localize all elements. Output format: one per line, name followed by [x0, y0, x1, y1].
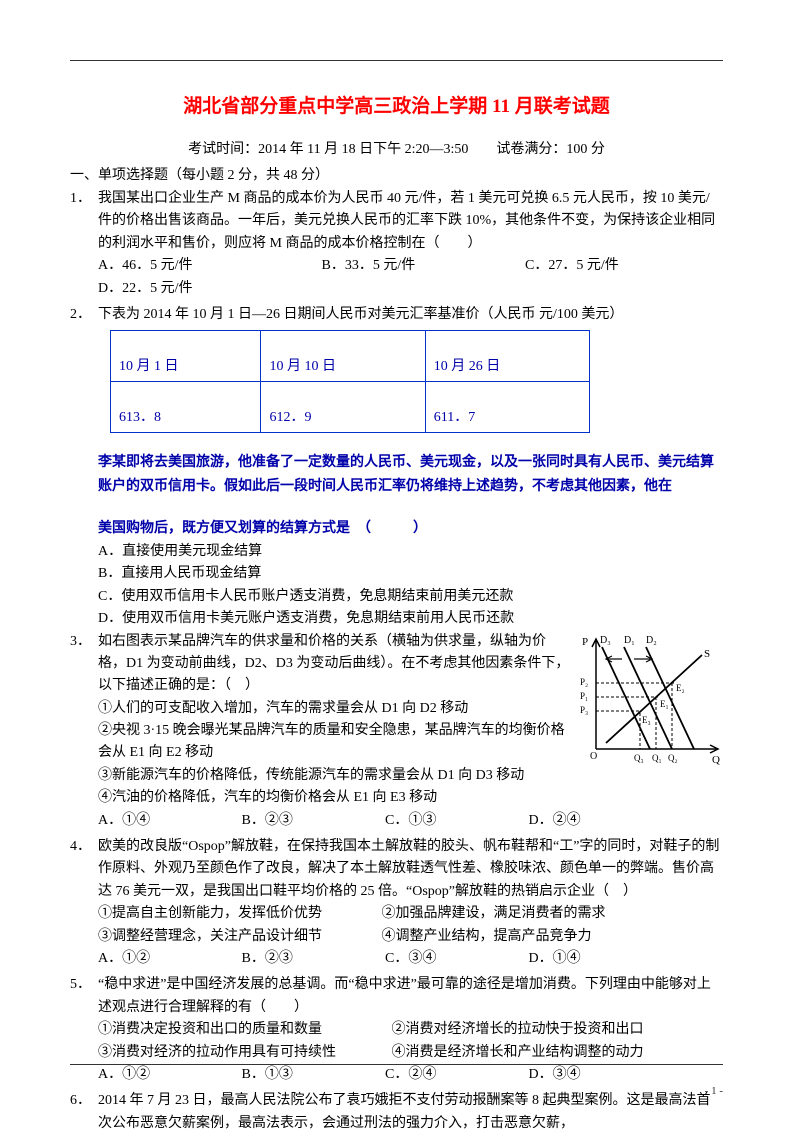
svg-text:Q₃: Q₃ — [634, 753, 644, 763]
td-val1: 613．8 — [111, 382, 261, 433]
exam-title: 湖北省部分重点中学高三政治上学期 11 月联考试题 — [70, 91, 723, 118]
q2-body: 下表为 2014 年 10 月 1 日—26 日期间人民币对美元汇率基准价（人民… — [98, 304, 723, 326]
td-val2: 612．9 — [261, 382, 425, 433]
q5-C: C．②④ — [385, 1064, 525, 1086]
q2-text: 下表为 2014 年 10 月 1 日—26 日期间人民币对美元汇率基准价（人民… — [98, 307, 623, 322]
q4-A: A．①② — [98, 948, 238, 970]
svg-text:P₂: P₂ — [580, 677, 588, 687]
svg-text:P: P — [582, 636, 588, 648]
q1-body: 我国某出口企业生产 M 商品的成本价为人民币 40 元/件，若 1 美元可兑换 … — [98, 188, 723, 300]
q3-C: C．①③ — [385, 810, 525, 832]
q2-C: C．使用双币信用卡人民币账户透支消费，免息期结束前用美元还款 — [98, 586, 723, 608]
q1-text: 我国某出口企业生产 M 商品的成本价为人民币 40 元/件，若 1 美元可兑换 … — [98, 191, 715, 251]
svg-text:D₁: D₁ — [624, 635, 635, 646]
q4-C: C．③④ — [385, 948, 525, 970]
question-1: 1． 我国某出口企业生产 M 商品的成本价为人民币 40 元/件，若 1 美元可… — [70, 188, 723, 300]
q4-D: D．①④ — [529, 948, 581, 970]
q2-context: 李某即将去美国旅游，他准备了一定数量的人民币、美元现金，以及一张同时具有人民币、… — [98, 451, 723, 499]
supply-demand-chart: P Q O D₃ D₁ D₂ S — [570, 631, 723, 788]
table-row: 613．8 612．9 611．7 — [111, 382, 590, 433]
q1-choices: A．46．5 元/件 B．33．5 元/件 C．27．5 元/件 D．22．5 … — [98, 258, 619, 295]
svg-text:P₁: P₁ — [580, 691, 588, 701]
q3-s1: ①人们的可支配收入增加，汽车的需求量会从 D1 向 D2 移动 — [98, 701, 468, 716]
q3-B: B．②③ — [242, 810, 382, 832]
q2-choices: A．直接使用美元现金结算 B．直接用人民币现金结算 C．使用双币信用卡人民币账户… — [98, 541, 723, 631]
top-divider — [70, 60, 723, 61]
q4-body: 欧美的改良版“Ospop”解放鞋，在保持我国本土解放鞋的胶头、帆布鞋帮和“工”字… — [98, 836, 723, 970]
q5-s3: ③消费对经济的拉动作用具有可持续性 — [98, 1042, 388, 1064]
q3-D: D．②④ — [529, 810, 581, 832]
q5-A: A．①② — [98, 1064, 238, 1086]
q3-s3: ③新能源汽车的价格降低，传统能源汽车的需求量会从 D1 向 D3 移动 — [98, 768, 524, 783]
q4-s1: ①提高自主创新能力，发挥低价优势 — [98, 903, 378, 925]
th-date1: 10 月 1 日 — [111, 331, 261, 382]
q3-A: A．①④ — [98, 810, 238, 832]
svg-text:Q₁: Q₁ — [652, 753, 662, 763]
bottom-divider — [70, 1064, 723, 1065]
q3-number: 3． — [70, 631, 98, 833]
q1-D: D．22．5 元/件 — [98, 278, 218, 300]
q4-number: 4． — [70, 836, 98, 970]
q5-D: D．③④ — [529, 1064, 581, 1086]
page-number: - 1 - — [705, 1085, 723, 1097]
q3-s2: ②央视 3·15 晚会曝光某品牌汽车的质量和安全隐患，某品牌汽车的均衡价格会从 … — [98, 723, 565, 760]
svg-text:D₃: D₃ — [600, 635, 611, 646]
svg-text:E₃: E₃ — [642, 715, 651, 725]
q2-B: B．直接用人民币现金结算 — [98, 563, 723, 585]
q4-choices: A．①② B．②③ C．③④ D．①④ — [98, 951, 581, 966]
q6-body: 2014 年 7 月 23 日，最高人民法院公布了袁巧娥拒不支付劳动报酬案等 8… — [98, 1090, 723, 1135]
q5-s1: ①消费决定投资和出口的质量和数量 — [98, 1019, 388, 1041]
q5-number: 5． — [70, 974, 98, 1086]
question-2: 2． 下表为 2014 年 10 月 1 日—26 日期间人民币对美元汇率基准价… — [70, 304, 723, 326]
q3-text: 如右图表示某品牌汽车的供求量和价格的关系（横轴为供求量，纵轴为价格，D1 为变动… — [98, 634, 569, 694]
table-row: 10 月 1 日 10 月 10 日 10 月 26 日 — [111, 331, 590, 382]
q4-s4: ④调整产业结构，提高产品竞争力 — [382, 929, 592, 944]
svg-text:Q₂: Q₂ — [668, 753, 678, 763]
question-4: 4． 欧美的改良版“Ospop”解放鞋，在保持我国本土解放鞋的胶头、帆布鞋帮和“… — [70, 836, 723, 970]
exchange-rate-table: 10 月 1 日 10 月 10 日 10 月 26 日 613．8 612．9… — [110, 330, 590, 433]
svg-text:S: S — [704, 648, 710, 660]
q2-D: D．使用双币信用卡美元账户透支消费，免息期结束前用人民币还款 — [98, 608, 723, 630]
svg-text:Q: Q — [712, 754, 720, 766]
svg-text:E₂: E₂ — [676, 683, 685, 693]
td-val3: 611．7 — [425, 382, 589, 433]
q4-B: B．②③ — [242, 948, 382, 970]
q1-C: C．27．5 元/件 — [525, 255, 619, 277]
q5-B: B．①③ — [242, 1064, 382, 1086]
svg-text:P₃: P₃ — [580, 705, 588, 715]
q5-body: “稳中求进”是中国经济发展的总基调。而“稳中求进”最可靠的途径是增加消费。下列理… — [98, 974, 723, 1086]
svg-text:O: O — [590, 751, 597, 762]
q4-text: 欧美的改良版“Ospop”解放鞋，在保持我国本土解放鞋的胶头、帆布鞋帮和“工”字… — [98, 839, 719, 899]
q5-s4: ④消费是经济增长和产业结构调整的动力 — [392, 1045, 644, 1060]
q3-choices: A．①④ B．②③ C．①③ D．②④ — [98, 813, 581, 828]
th-date3: 10 月 26 日 — [425, 331, 589, 382]
q1-B: B．33．5 元/件 — [322, 255, 522, 277]
q1-A: A．46．5 元/件 — [98, 255, 318, 277]
q2-prompt: 美国购物后，既方便又划算的结算方式是 （ ） — [98, 517, 723, 537]
question-5: 5． “稳中求进”是中国经济发展的总基调。而“稳中求进”最可靠的途径是增加消费。… — [70, 974, 723, 1086]
q6-text: 2014 年 7 月 23 日，最高人民法院公布了袁巧娥拒不支付劳动报酬案等 8… — [98, 1093, 711, 1130]
question-3: 3． 如右图表示某品牌汽车的供求量和价格的关系（横轴为供求量，纵轴为价格，D1 … — [70, 631, 723, 833]
q6-number: 6． — [70, 1090, 98, 1135]
page: 湖北省部分重点中学高三政治上学期 11 月联考试题 考试时间：2014 年 11… — [0, 0, 793, 1122]
exam-info: 考试时间：2014 年 11 月 18 日下午 2:20—3:50 试卷满分：1… — [70, 138, 723, 158]
q5-s2: ②消费对经济增长的拉动快于投资和出口 — [392, 1022, 644, 1037]
th-date2: 10 月 10 日 — [261, 331, 425, 382]
q4-s2: ②加强品牌建设，满足消费者的需求 — [382, 906, 606, 921]
q5-text: “稳中求进”是中国经济发展的总基调。而“稳中求进”最可靠的途径是增加消费。下列理… — [98, 977, 711, 1014]
q1-number: 1． — [70, 188, 98, 300]
svg-text:D₂: D₂ — [646, 635, 657, 646]
q3-body: 如右图表示某品牌汽车的供求量和价格的关系（横轴为供求量，纵轴为价格，D1 为变动… — [98, 631, 723, 833]
q2-A: A．直接使用美元现金结算 — [98, 541, 723, 563]
q4-s3: ③调整经营理念，关注产品设计细节 — [98, 926, 378, 948]
question-6: 6． 2014 年 7 月 23 日，最高人民法院公布了袁巧娥拒不支付劳动报酬案… — [70, 1090, 723, 1135]
section-1-header: 一、单项选择题（每小题 2 分，共 48 分） — [70, 164, 723, 184]
q2-number: 2． — [70, 304, 98, 326]
svg-text:E₁: E₁ — [660, 699, 669, 709]
q5-choices: A．①② B．①③ C．②④ D．③④ — [98, 1067, 581, 1082]
q3-s4: ④汽油的价格降低，汽车的均衡价格会从 E1 向 E3 移动 — [98, 790, 437, 805]
